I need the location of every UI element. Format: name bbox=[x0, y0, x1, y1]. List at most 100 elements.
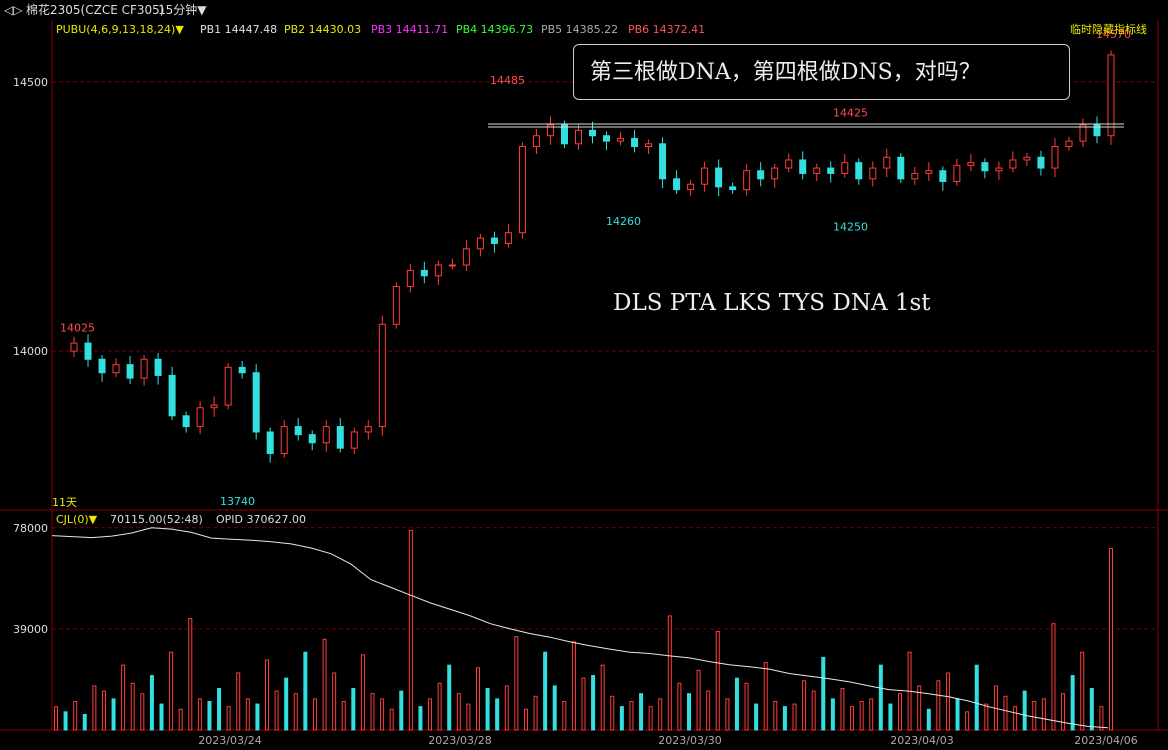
candle-body bbox=[603, 135, 611, 142]
volume-bar bbox=[476, 667, 480, 731]
candle-body bbox=[238, 366, 246, 374]
volume-bar bbox=[140, 693, 145, 731]
volume-bar bbox=[428, 698, 433, 731]
candle-body bbox=[911, 172, 919, 180]
volume-bar bbox=[236, 672, 241, 731]
volume-bar bbox=[744, 682, 749, 731]
volume-tick-label: 78000 bbox=[13, 522, 48, 535]
volume-bar bbox=[1109, 548, 1113, 731]
price-marker-label: 14425 bbox=[833, 106, 868, 119]
volume-bar bbox=[821, 656, 826, 731]
candle-body bbox=[140, 358, 148, 379]
volume-bar bbox=[188, 618, 193, 731]
volume-bar bbox=[1013, 706, 1018, 731]
volume-bar bbox=[869, 698, 874, 731]
volume-bar bbox=[1089, 688, 1094, 731]
candle-body bbox=[560, 124, 568, 145]
volume-indicator-label: CJL(0)▼ bbox=[56, 513, 98, 526]
volume-bar bbox=[265, 659, 269, 731]
volume-bar bbox=[523, 708, 528, 731]
candle-body bbox=[701, 167, 709, 185]
volume-bar bbox=[245, 698, 250, 731]
candle-body bbox=[182, 415, 190, 428]
volume-value-label: 70115.00(52:48) bbox=[110, 513, 203, 526]
candle-body bbox=[420, 269, 428, 277]
volume-bar bbox=[591, 675, 596, 731]
candle-body bbox=[925, 170, 933, 174]
volume-bar bbox=[466, 703, 471, 731]
volume-bar bbox=[955, 698, 960, 731]
price-tick-label: 14000 bbox=[13, 345, 48, 358]
candle-body bbox=[757, 170, 765, 180]
candle-body bbox=[392, 286, 400, 325]
period-selector[interactable]: 15分钟▼ bbox=[158, 3, 207, 17]
volume-bar bbox=[811, 690, 816, 731]
volume-bar bbox=[63, 711, 68, 731]
volume-bar bbox=[1032, 700, 1037, 731]
candle-body bbox=[224, 366, 232, 406]
candle-body bbox=[378, 323, 386, 428]
candle-body bbox=[631, 137, 639, 148]
candle-body bbox=[799, 159, 807, 174]
volume-bar bbox=[677, 682, 682, 731]
volume-bar bbox=[255, 703, 260, 731]
volume-bar bbox=[504, 685, 509, 731]
price-marker-label: 14025 bbox=[60, 322, 95, 335]
volume-bar bbox=[312, 698, 317, 731]
price-marker-label: 14485 bbox=[490, 74, 525, 87]
candle-body bbox=[308, 434, 316, 444]
volume-bar bbox=[600, 664, 605, 731]
candle-body bbox=[715, 167, 723, 188]
volume-bar bbox=[399, 690, 404, 731]
candle-body bbox=[434, 264, 442, 277]
volume-bar bbox=[639, 693, 644, 731]
volume-bar bbox=[610, 695, 615, 731]
candle-body bbox=[687, 183, 695, 191]
volume-bar bbox=[1061, 693, 1066, 731]
volume-bar bbox=[370, 693, 375, 731]
hide-indicator-link: 临时隐藏指标线 bbox=[1070, 22, 1147, 36]
candle-body bbox=[813, 167, 821, 174]
candle-body bbox=[252, 372, 260, 433]
candle-body bbox=[729, 186, 737, 191]
volume-bar bbox=[696, 669, 701, 731]
volume-bar bbox=[92, 685, 97, 731]
nav-arrows-icon[interactable]: ◁▷ bbox=[4, 3, 23, 17]
volume-bar bbox=[303, 651, 308, 731]
volume-bar bbox=[619, 706, 624, 731]
candle-body bbox=[154, 358, 162, 376]
candle-body bbox=[364, 426, 372, 433]
legend-item: PB1 14447.48 bbox=[200, 23, 277, 36]
volume-bar bbox=[667, 615, 672, 731]
volume-bar bbox=[763, 662, 768, 731]
open-interest-line bbox=[51, 527, 1109, 729]
candle-body bbox=[350, 431, 358, 449]
legend-item: PB3 14411.71 bbox=[371, 23, 448, 36]
volume-bar bbox=[437, 682, 442, 731]
date-tick-label: 2023/04/03 bbox=[890, 734, 953, 747]
volume-bar bbox=[226, 706, 231, 731]
volume-bar bbox=[543, 651, 548, 731]
volume-bar bbox=[159, 703, 164, 731]
candle-body bbox=[518, 146, 526, 234]
price-marker-label: 14250 bbox=[833, 221, 868, 234]
price-marker-label: 14570 bbox=[1096, 28, 1131, 41]
volume-bar bbox=[1003, 695, 1008, 731]
candle-body bbox=[126, 364, 134, 379]
candle-body bbox=[1079, 124, 1087, 142]
symbol-title: 棉花2305(CZCE CF305) bbox=[26, 3, 165, 17]
volume-bar bbox=[293, 693, 298, 731]
candle-body bbox=[1009, 159, 1017, 169]
candle-body bbox=[841, 162, 849, 174]
candle-body bbox=[196, 407, 204, 428]
callout-box: 第三根做DNA，第四根做DNS，对吗？ bbox=[573, 44, 1070, 100]
opid-label: OPID 370627.00 bbox=[216, 513, 306, 526]
candle-body bbox=[939, 170, 947, 183]
legend-item: PB2 14430.03 bbox=[284, 23, 361, 36]
volume-bar bbox=[754, 703, 759, 731]
candle-body bbox=[322, 426, 330, 444]
volume-bar bbox=[802, 680, 807, 731]
candle-body bbox=[659, 143, 667, 180]
volume-bar bbox=[73, 700, 78, 731]
volume-bar bbox=[485, 688, 490, 731]
